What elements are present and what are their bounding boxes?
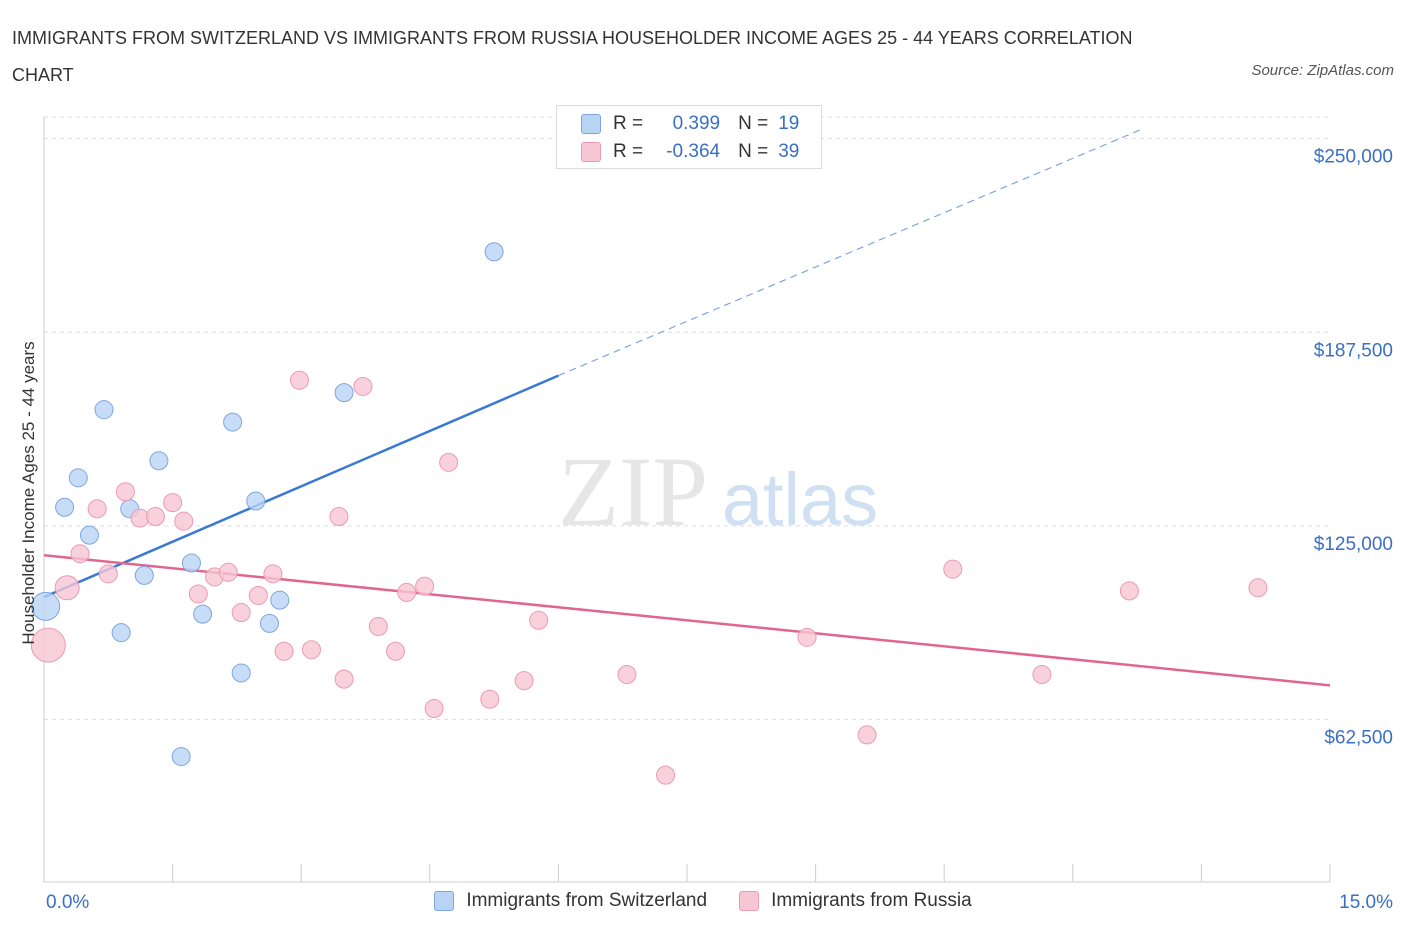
data-point <box>181 553 201 573</box>
legend-label-russia: Immigrants from Russia <box>771 890 972 911</box>
data-point <box>353 376 373 396</box>
data-point <box>514 671 534 691</box>
data-point <box>231 663 251 683</box>
data-point <box>617 664 637 684</box>
legend-swatch-pink <box>739 891 760 911</box>
data-point <box>79 525 99 545</box>
data-point <box>223 412 243 432</box>
data-point <box>30 627 66 663</box>
data-point <box>386 641 406 661</box>
r-value: -0.364 <box>666 141 721 162</box>
data-point <box>415 576 435 596</box>
source-credit: Source: ZipAtlas.com <box>1251 62 1394 79</box>
series-switzerland <box>31 242 504 767</box>
data-point <box>248 586 268 606</box>
data-point <box>274 641 294 661</box>
data-point <box>193 604 213 624</box>
trend-line-russia <box>43 554 1331 687</box>
n-value: 39 <box>778 141 800 162</box>
n-label: N = <box>738 141 769 162</box>
axes <box>43 117 1331 883</box>
trend-lines <box>43 128 1331 687</box>
series-russia <box>30 370 1268 785</box>
trend-line-switzerland-extension <box>558 128 1142 377</box>
data-point <box>149 451 169 471</box>
data-point <box>857 725 877 745</box>
data-point <box>656 765 676 785</box>
data-point <box>480 689 500 709</box>
x-tick-labels: 0.0% 15.0% <box>46 892 1393 913</box>
data-point <box>439 452 459 472</box>
n-label: N = <box>738 113 769 134</box>
data-point <box>163 493 183 513</box>
legend-item-switzerland: Immigrants from Switzerland <box>434 890 707 912</box>
watermark-atlas: atlas <box>722 458 878 541</box>
data-point <box>484 242 504 262</box>
data-point <box>397 582 417 602</box>
data-point <box>246 491 266 511</box>
y-tick-label: $62,500 <box>1324 727 1393 748</box>
data-point <box>87 499 107 519</box>
data-point <box>424 699 444 719</box>
data-point <box>31 591 61 621</box>
data-point <box>145 507 165 527</box>
data-points <box>30 242 1268 785</box>
n-value: 19 <box>778 113 800 134</box>
data-point <box>218 562 238 582</box>
data-point <box>368 616 388 636</box>
data-point <box>115 482 135 502</box>
data-point <box>174 511 194 531</box>
legend-row-russia: R = -0.364 N = 39 <box>581 140 799 164</box>
data-point <box>797 627 817 647</box>
data-point <box>98 564 118 584</box>
data-point <box>111 623 131 643</box>
data-point <box>54 575 80 601</box>
legend-item-russia: Immigrants from Russia <box>739 890 972 912</box>
data-point <box>68 468 88 488</box>
trend-line-switzerland <box>43 374 559 599</box>
correlation-legend: R = 0.399 N = 19 R = -0.364 N = 39 <box>556 105 822 169</box>
data-point <box>259 613 279 633</box>
data-point <box>1248 578 1268 598</box>
y-tick-labels: $62,500 $125,000 $187,500 $250,000 <box>1314 147 1393 749</box>
x-tick-label: 0.0% <box>46 892 89 913</box>
data-point <box>1119 581 1139 601</box>
swatch-pink <box>581 142 601 162</box>
chart-title: IMMIGRANTS FROM SWITZERLAND VS IMMIGRANT… <box>12 28 1133 85</box>
data-point <box>289 370 309 390</box>
data-point <box>188 584 208 604</box>
data-point <box>329 507 349 527</box>
data-point <box>55 497 75 517</box>
data-point <box>301 640 321 660</box>
r-label: R = <box>613 113 644 134</box>
legend-label-switzerland: Immigrants from Switzerland <box>466 890 708 911</box>
swatch-blue <box>581 114 601 134</box>
data-point <box>134 565 154 585</box>
y-axis-label: Householder Income Ages 25 - 44 years <box>19 341 38 644</box>
y-tick-label: $125,000 <box>1314 534 1393 555</box>
r-label: R = <box>613 141 644 162</box>
data-point <box>70 544 90 564</box>
data-point <box>231 603 251 623</box>
r-value: 0.399 <box>672 113 721 134</box>
data-point <box>334 383 354 403</box>
watermark-zip: ZIP <box>558 436 708 547</box>
y-tick-label: $187,500 <box>1314 340 1393 361</box>
data-point <box>94 400 114 420</box>
legend-row-switzerland: R = 0.399 N = 19 <box>581 112 799 136</box>
data-point <box>1032 664 1052 684</box>
series-legend: Immigrants from Switzerland Immigrants f… <box>0 890 1406 912</box>
y-tick-label: $250,000 <box>1314 147 1393 168</box>
x-tick-label: 15.0% <box>1339 892 1393 913</box>
data-point <box>171 747 191 767</box>
data-point <box>943 559 963 579</box>
data-point <box>270 590 290 610</box>
watermark: ZIP atlas <box>558 436 878 547</box>
data-point <box>529 610 549 630</box>
data-point <box>334 669 354 689</box>
legend-swatch-blue <box>434 891 455 911</box>
data-point <box>263 564 283 584</box>
